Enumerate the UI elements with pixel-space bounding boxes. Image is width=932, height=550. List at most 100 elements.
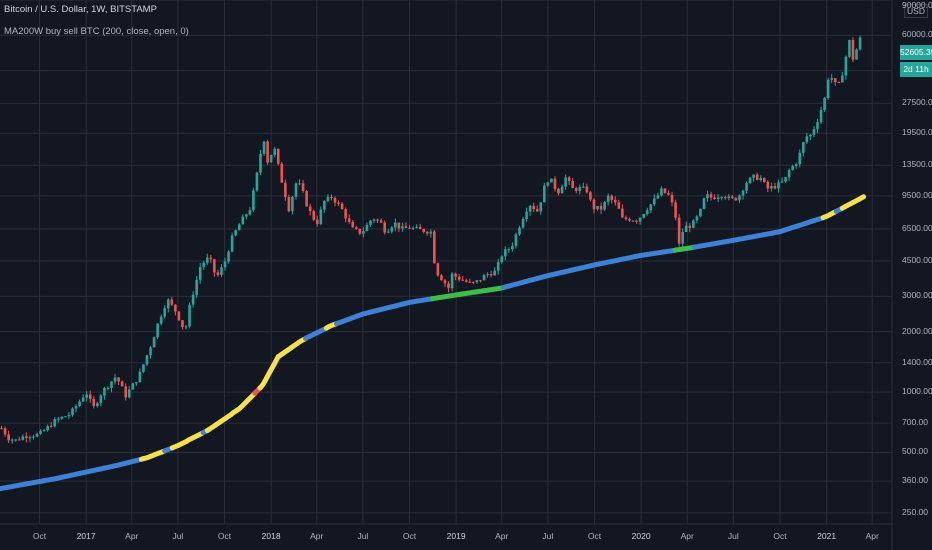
candle-body [149, 347, 152, 356]
candle-body [326, 196, 330, 201]
candle-body [81, 397, 85, 402]
candle-body [227, 251, 230, 262]
candle-body [731, 196, 734, 198]
candle-body [365, 224, 369, 232]
candle-body [67, 414, 71, 417]
ma200w-segment-yellow [839, 194, 867, 211]
candle-body [312, 211, 316, 220]
candle-body [628, 219, 631, 221]
candle-body [663, 188, 667, 194]
candle-body [390, 227, 394, 232]
candle-body [759, 178, 763, 181]
candle-body [266, 141, 269, 163]
candle-body [195, 279, 198, 295]
candle-body [454, 273, 457, 277]
candle-body [546, 182, 550, 186]
candle-body [202, 262, 206, 268]
candle-body [670, 194, 674, 203]
candle-body [461, 279, 465, 281]
candle-body [507, 249, 511, 251]
candle-body [103, 388, 106, 396]
candle-body [848, 40, 851, 57]
price-axis-tick: 60000.00 [902, 29, 932, 40]
candle-body [741, 190, 745, 196]
candle-body [298, 183, 301, 185]
candle-body [550, 178, 553, 183]
candle-body [837, 82, 841, 84]
candle-body [518, 227, 521, 235]
candle-body [787, 169, 791, 178]
price-axis-tick: 500.00 [902, 446, 928, 457]
candle-body [177, 311, 181, 321]
candle-body [450, 273, 454, 289]
time-axis-tick: Jul [727, 531, 739, 541]
candle-body [347, 218, 351, 222]
candle-body [734, 197, 738, 201]
candle-body [131, 383, 135, 390]
candle-body [695, 216, 699, 221]
candle-body [738, 195, 741, 201]
candle-body [653, 198, 656, 205]
candle-body [230, 235, 234, 252]
candle-body [826, 79, 830, 99]
chart-legend-title: Bitcoin / U.S. Dollar, 1W, BITSTAMP [4, 4, 157, 15]
ma200w-segment-blue [303, 325, 329, 342]
candle-body [521, 218, 525, 228]
candle-body [319, 209, 323, 224]
time-axis-tick: Jul [172, 531, 184, 541]
price-axis-tick: 9500.00 [902, 189, 932, 200]
last-price-badge: 52605.39 [900, 45, 932, 60]
candle-body [649, 204, 653, 211]
candle-body [475, 280, 479, 283]
currency-unit-label[interactable]: USD [904, 4, 928, 18]
candle-body [344, 209, 347, 219]
candle-body [727, 196, 731, 198]
candle-body [291, 196, 294, 212]
candle-body [809, 134, 812, 137]
candle-body [805, 136, 809, 143]
candle-body [443, 280, 447, 284]
candle-body [592, 199, 596, 210]
candle-body [7, 434, 10, 441]
candle-body [457, 276, 461, 280]
candle-body [276, 148, 280, 164]
price-axis-tick: 6500.00 [902, 222, 932, 233]
candle-body [113, 377, 117, 382]
candle-body [110, 381, 113, 388]
candle-body [294, 183, 298, 197]
candle-body [812, 129, 816, 135]
candle-body [603, 201, 606, 210]
candle-body [71, 408, 74, 415]
candle-body [511, 245, 514, 250]
candle-body [397, 222, 401, 229]
ma200w-segment-blue [501, 247, 678, 290]
candle-body [337, 202, 340, 204]
candle-body [716, 197, 720, 200]
candle-body [415, 226, 418, 228]
candle-body [816, 122, 819, 130]
candle-body [688, 225, 692, 228]
candle-body [535, 209, 539, 212]
indicator-legend[interactable]: MA200W buy sell BTC (200, close, open, 0… [4, 26, 189, 37]
candle-body [92, 398, 96, 407]
candle-body [794, 164, 798, 166]
candle-body [252, 190, 255, 211]
candle-body [315, 219, 319, 224]
candle-body [500, 256, 504, 263]
candle-body [156, 323, 159, 338]
candle-body [684, 225, 688, 233]
candle-body [379, 220, 383, 223]
candle-body [124, 386, 127, 398]
price-axis-tick: 1400.00 [902, 356, 932, 367]
candle-body [138, 371, 142, 383]
candle-body [543, 185, 546, 203]
price-axis-tick: 27500.00 [902, 97, 932, 108]
time-axis-tick: Apr [495, 531, 509, 541]
ma200w-segment-yellow [820, 208, 839, 221]
candle-body [354, 227, 358, 229]
candle-body [255, 172, 259, 191]
price-axis-tick: 250.00 [902, 506, 928, 517]
candle-body [833, 78, 837, 83]
candle-body [159, 316, 163, 324]
